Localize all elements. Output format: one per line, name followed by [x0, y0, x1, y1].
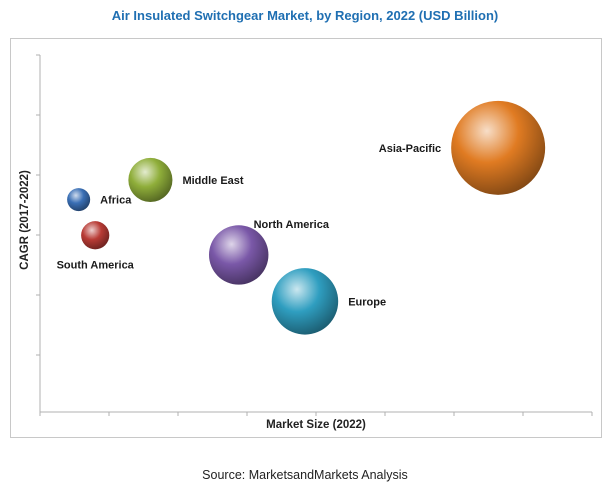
bubble-label-north-america: North America — [254, 219, 330, 231]
bubble-africa — [67, 188, 91, 212]
bubble-series — [67, 100, 546, 335]
y-axis-ticks — [36, 54, 40, 356]
bubble-label-middle-east: Middle East — [182, 175, 243, 187]
x-axis-label: Market Size (2022) — [266, 419, 366, 431]
bubble-chart: Asia-Pacific Middle East Africa South Ameri… — [19, 54, 593, 431]
bubble-label-asia-pacific: Asia-Pacific — [379, 143, 441, 155]
bubble-asia-pacific — [451, 100, 546, 195]
source-note: Source: MarketsandMarkets Analysis — [202, 468, 408, 482]
bubble-label-south-america: South America — [57, 259, 135, 271]
bubble-north-america — [208, 225, 269, 285]
bubble-label-europe: Europe — [348, 296, 386, 308]
bubble-europe — [271, 268, 339, 335]
bubble-south-america — [81, 221, 110, 250]
y-axis-label: CAGR (2017-2022) — [19, 170, 31, 270]
chart-title: Air Insulated Switchgear Market, by Regi… — [111, 8, 499, 23]
bubble-label-africa: Africa — [100, 195, 132, 207]
bubble-middle-east — [128, 157, 173, 202]
chart-frame — [10, 38, 602, 438]
x-axis-ticks — [39, 412, 593, 416]
bubble-labels: Asia-Pacific Middle East Africa South Ameri… — [57, 143, 442, 309]
